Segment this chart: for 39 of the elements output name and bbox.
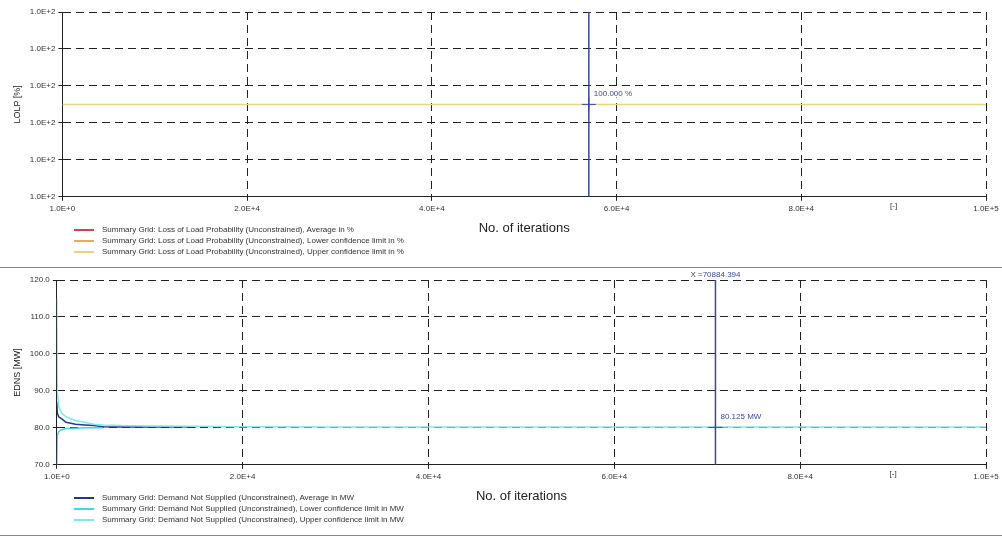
y-tick-label: 1.0E+2 [29,155,56,165]
y-tick-label: 1.0E+2 [29,118,56,128]
x-axis-title: No. of iterations [478,219,571,235]
x-tick-label: 1.0E+5 [973,203,1000,213]
legend-label: Summary Grid: Demand Not Supplied (Unconstrained), Average in MW [101,492,355,503]
legend-label: Summary Grid: Loss of Load Probability (Unconstrained), Upper confidence limit in % [101,246,404,257]
y-tick-label: 90.0 [34,386,51,396]
x-tick-label: 4.0E+4 [415,471,442,481]
y-axis-title: EDNS [MW] [11,348,22,397]
x-tick-label: 1.0E+5 [973,471,1000,481]
y-tick-label: 1.0E+2 [29,192,56,201]
ref-line-label: X =70884.394 [690,270,742,280]
y-tick-label: 110.0 [30,312,51,322]
x-axis-title: No. of iterations [475,487,568,503]
text: [-] [890,201,898,210]
x-tick-label: 8.0E+4 [787,471,814,481]
x-tick-label: 8.0E+4 [788,203,815,213]
y-tick-label: 100.0 [29,349,51,359]
y-tick-label: 80.0 [34,423,51,433]
x-tick-label: 1.0E+0 [44,471,71,481]
y-tick-label: 1.0E+2 [29,81,56,91]
annotation: 100.000 % [593,88,633,98]
x-tick-label: 2.0E+4 [229,471,256,481]
x-tick-label: 6.0E+4 [603,203,630,213]
y-tick-label: 1.0E+2 [29,7,56,17]
legend-label: Summary Grid: Loss of Load Probability (Unconstrained), Average in % [101,224,355,235]
y-tick-label: 70.0 [34,460,51,469]
x-tick-label: 6.0E+4 [601,471,628,481]
annotation: 80.125 MW [720,411,762,421]
y-axis-title: LOLP [%] [11,85,22,124]
legend-label: Summary Grid: Demand Not Supplied (Unconstrained), Lower confidence limit in MW [101,503,404,514]
legend-label: Summary Grid: Loss of Load Probability (Unconstrained), Lower confidence limit in % [101,235,404,246]
y-tick-label: 120.0 [29,275,51,285]
x-tick-label: 4.0E+4 [419,203,446,213]
legend-label: Summary Grid: Demand Not Supplied (Unconstrained), Upper confidence limit in MW [101,514,404,525]
x-tick-label: 1.0E+0 [49,203,76,213]
text: [-] [889,469,897,478]
x-tick-label: 2.0E+4 [234,203,261,213]
y-tick-label: 1.0E+2 [29,44,56,54]
